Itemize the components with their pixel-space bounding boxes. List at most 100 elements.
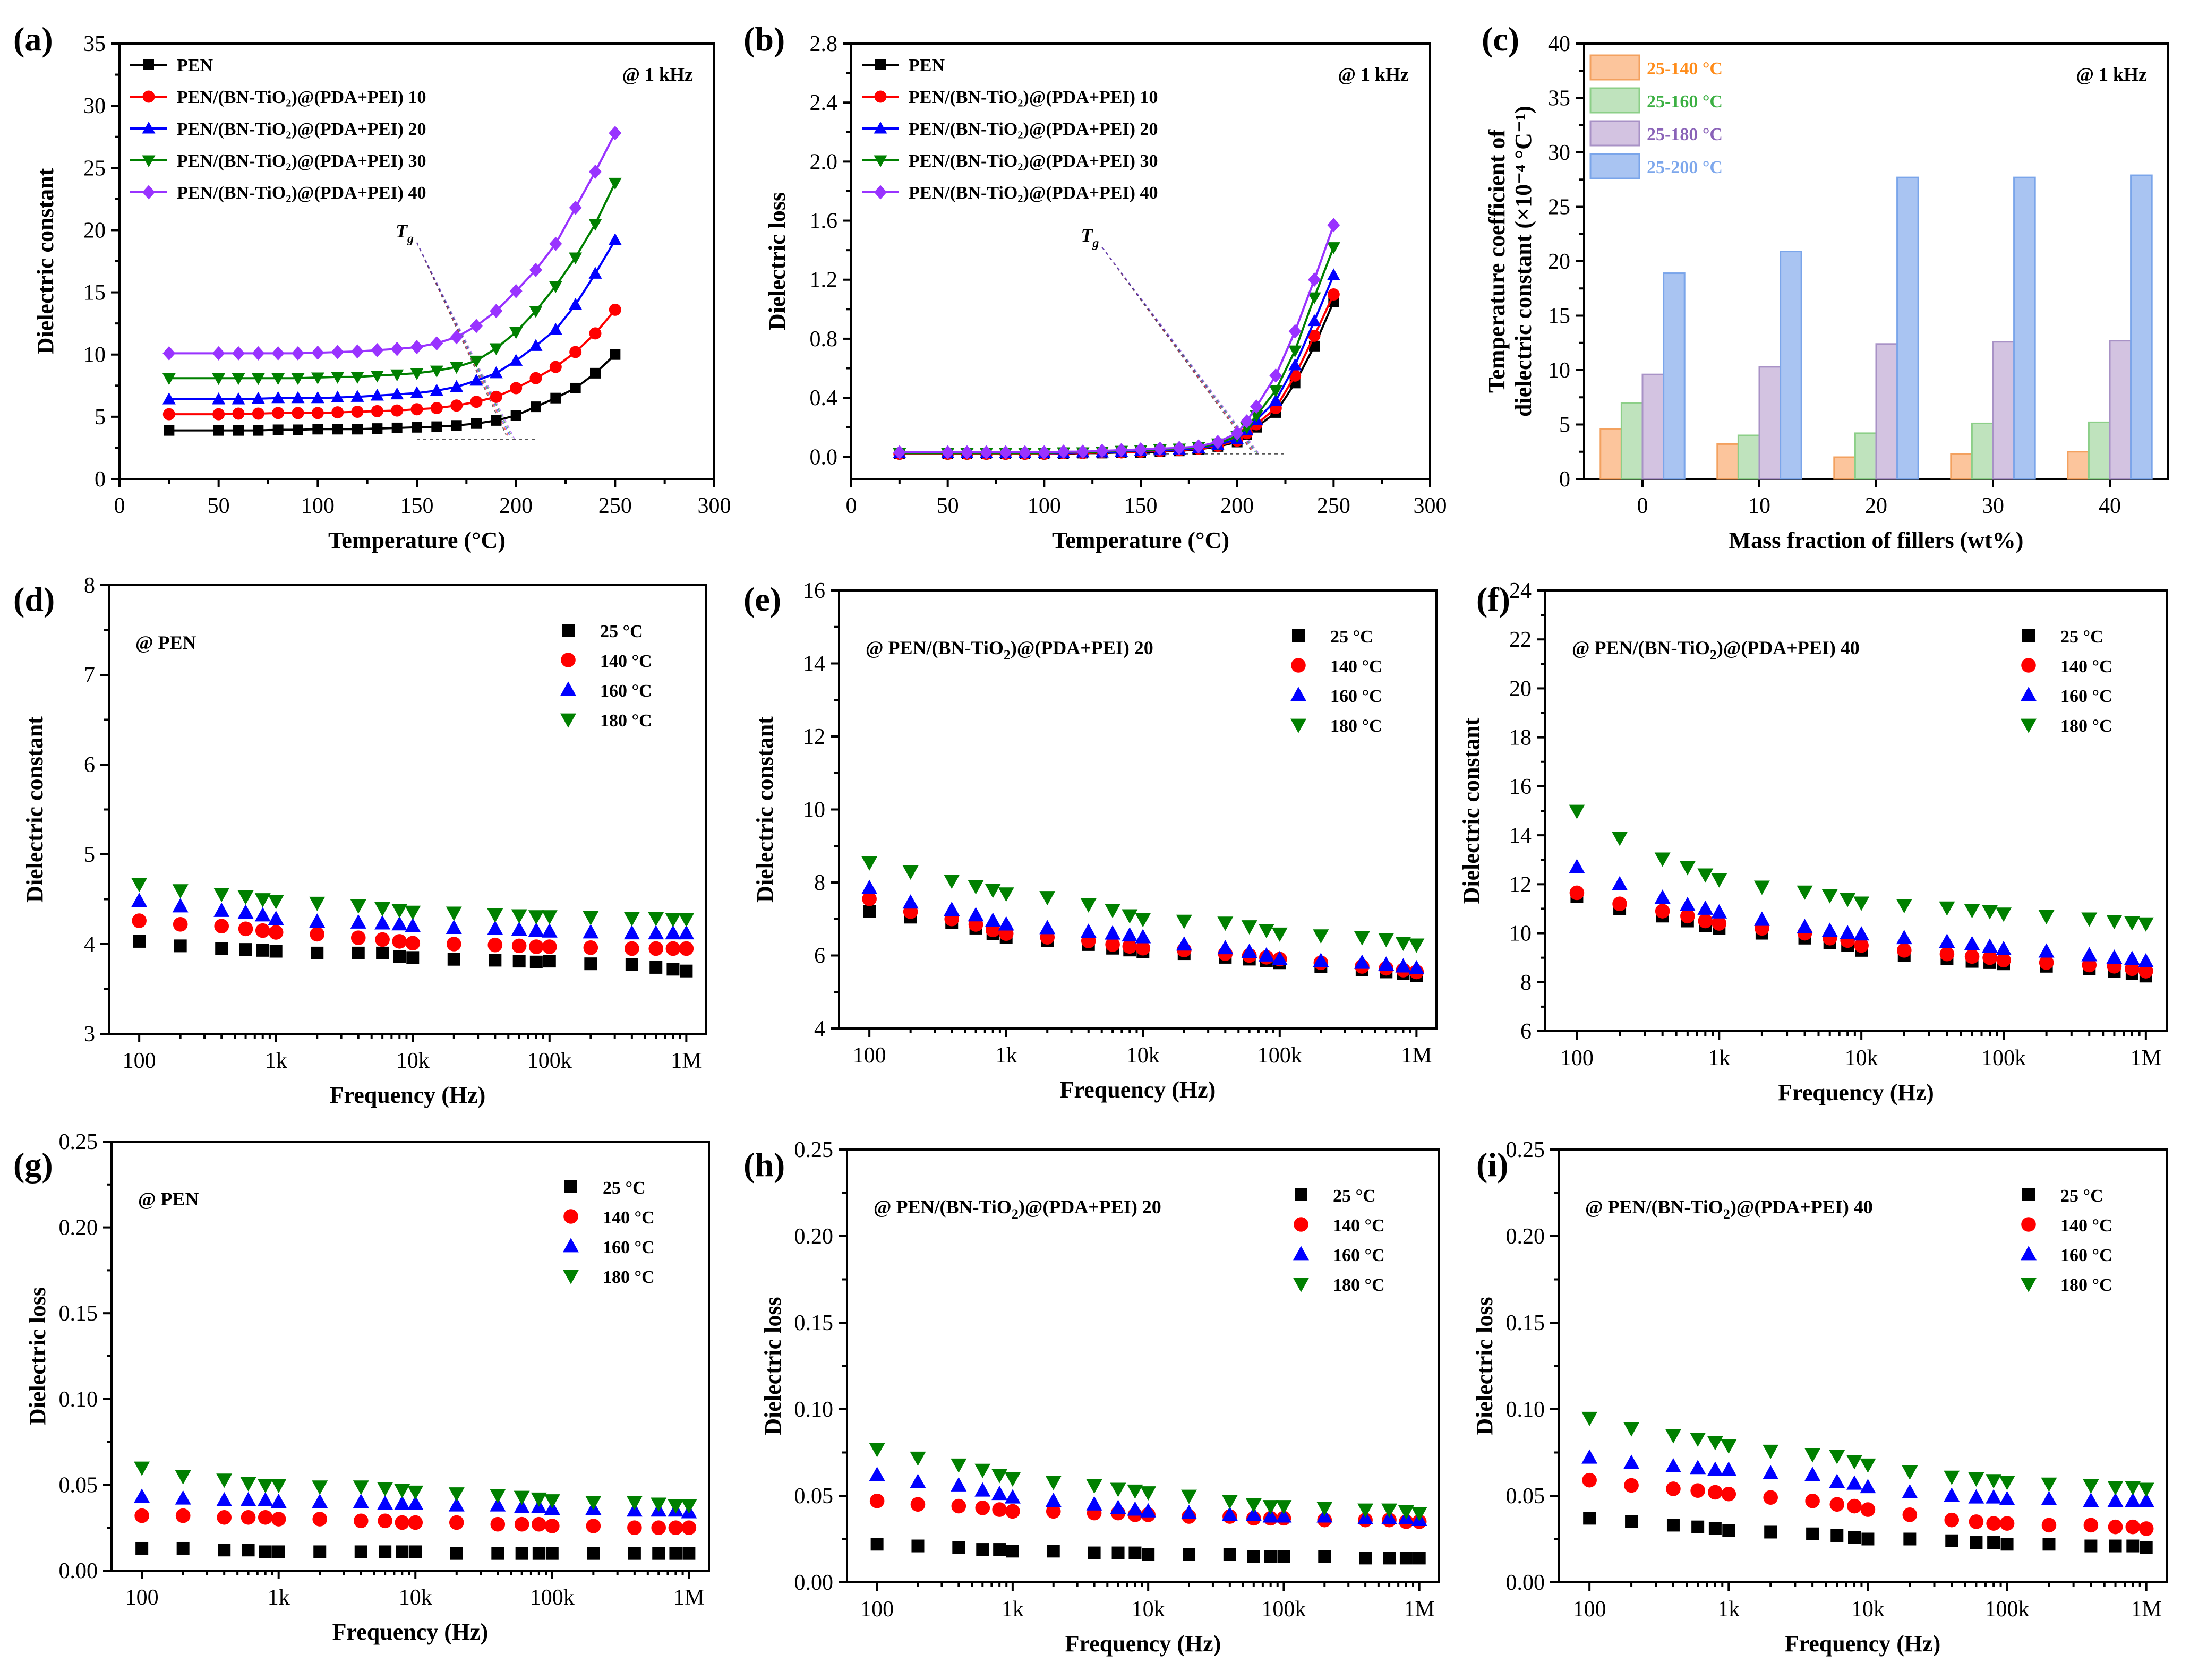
y-tick-label-b: 2.4 [810,91,838,115]
x-tick-label-h: 1M [1404,1597,1435,1622]
data-point-i-0-6 [1764,1525,1777,1539]
data-point-f-2-5 [1711,904,1727,919]
data-point-a-3-20 [588,219,602,231]
x-tick-label-a: 50 [208,494,230,518]
data-point-h-0-5 [1006,1545,1019,1558]
data-point-f-3-14 [1982,905,1998,920]
x-tick-label-h: 100 [860,1597,894,1622]
data-point-h-3-13 [1245,1498,1262,1513]
panel-g: (g) 0.00 0.05 0.10 0.15 0.20 0.25 100 1k 10k 100k 1… [13,1130,710,1645]
data-point-d-0-7 [352,946,365,959]
data-point-d-2-1 [172,898,189,913]
data-point-i-3-11 [1902,1465,1918,1480]
data-point-a-0-8 [352,424,363,435]
data-point-h-2-1 [910,1473,926,1488]
data-point-e-3-2 [944,875,960,889]
data-point-a-0-1 [213,425,224,436]
data-point-g-1-20 [681,1520,697,1535]
legend-marker-g [563,1270,579,1284]
data-point-a-3-17 [529,306,543,318]
data-point-a-3-13 [450,362,464,374]
data-point-d-2-8 [374,915,391,930]
x-axis-title-f: Frequency (Hz) [1778,1079,1934,1105]
y-tick-label-a: 5 [95,405,106,430]
data-point-g-1-18 [651,1520,666,1535]
data-point-d-0-5 [269,945,283,958]
data-point-h-3-2 [951,1458,967,1473]
data-point-d-1-19 [665,941,681,956]
x-tick-label-i: 100 [1573,1597,1606,1622]
bar-c-25-200-C-10 [1780,251,1802,480]
data-point-a-3-9 [370,371,384,383]
data-point-d-0-1 [174,939,187,953]
y-axis-title-line2-c: dielectric constant (×10⁻⁴ °C⁻¹) [1510,106,1536,417]
annotation-tail-h: )@(PDA+PEI) 20 [1019,1196,1161,1218]
series-f-1 [1569,885,2153,979]
y-tick-label-h: 0.20 [794,1224,834,1249]
data-point-d-3-8 [374,902,391,916]
data-point-h-0-20 [1413,1552,1426,1565]
data-point-e-2-7 [1080,923,1097,938]
panel-a: (a) 0 5 10 15 20 25 30 35 0 50 100 150 200 250 300 Tempe… [13,20,731,553]
data-point-g-3-18 [651,1497,667,1512]
y-axis-title-h: Dielectric loss [760,1297,786,1435]
data-point-i-3-1 [1623,1422,1640,1437]
y-axis-title-e: Dielectric constant [752,716,778,903]
y-axis-title-d: Dielectric constant [22,716,48,903]
data-point-g-3-3 [240,1477,256,1492]
data-point-d-3-5 [268,895,284,910]
y-tick-label-i: 0.15 [1506,1311,1545,1335]
data-point-a-4-20 [589,164,602,179]
data-point-d-3-13 [511,909,527,924]
x-tick-label-c: 20 [1865,494,1887,518]
y-axis-title-g: Dielectric loss [24,1287,50,1425]
y-tick-label-d: 5 [84,843,95,867]
data-point-h-3-14 [1262,1500,1279,1515]
data-point-d-1-10 [405,936,421,951]
x-tick-label-c: 0 [1637,494,1648,518]
legend-label-g: 180 °C [603,1267,655,1287]
data-point-d-3-17 [623,912,640,927]
data-point-e-2-13 [1241,944,1257,958]
legend-label-c: 25-180 °C [1647,125,1723,144]
x-tick-label-f: 100 [1560,1046,1594,1070]
data-point-f-3-10 [1853,896,1870,911]
annotation-text-e: @ PEN/(BN-TiO [866,637,1004,658]
annotation-d: @ PEN [135,632,196,653]
data-point-i-2-18 [2107,1493,2124,1507]
y-tick-label-f: 12 [1509,872,1532,897]
data-point-d-3-15 [541,910,558,925]
data-point-i-1-9 [1847,1498,1862,1514]
y-tick-label-f: 8 [1520,971,1532,995]
y-tick-label-f: 22 [1509,628,1532,652]
x-tick-label-f: 10k [1845,1046,1878,1070]
y-tick-label-a: 35 [83,32,106,56]
series-line-a-0 [169,354,616,432]
annotation-c: @ 1 kHz [2076,64,2148,85]
data-point-i-2-5 [1721,1461,1737,1476]
data-point-g-0-2 [218,1544,231,1557]
legend-marker-i [2022,1188,2035,1201]
legend-label-d: 160 °C [600,681,652,701]
data-point-a-4-5 [292,346,304,361]
annotation-tail-e: )@(PDA+PEI) 20 [1011,637,1153,658]
tg-guide-b [1101,246,1260,455]
data-point-h-2-15 [1276,1508,1292,1523]
panel-label-e: (e) [743,580,781,618]
data-point-a-2-19 [569,298,583,310]
data-point-a-2-13 [450,380,464,392]
y-tick-label-c: 30 [1548,141,1570,165]
legend-marker-e [1290,718,1306,733]
data-point-g-0-17 [628,1547,641,1560]
x-axis-title-d: Frequency (Hz) [330,1082,486,1108]
data-point-g-0-5 [272,1545,285,1558]
y-tick-label-a: 25 [83,156,106,181]
data-point-g-1-15 [545,1519,560,1533]
y-axis-title-b: Dielectric loss [764,192,790,330]
data-point-e-2-5 [998,916,1014,931]
data-point-i-3-13 [1968,1472,1984,1487]
y-tick-label-d: 3 [84,1022,95,1047]
data-point-a-2-11 [410,386,424,398]
data-point-i-0-16 [2042,1538,2056,1551]
